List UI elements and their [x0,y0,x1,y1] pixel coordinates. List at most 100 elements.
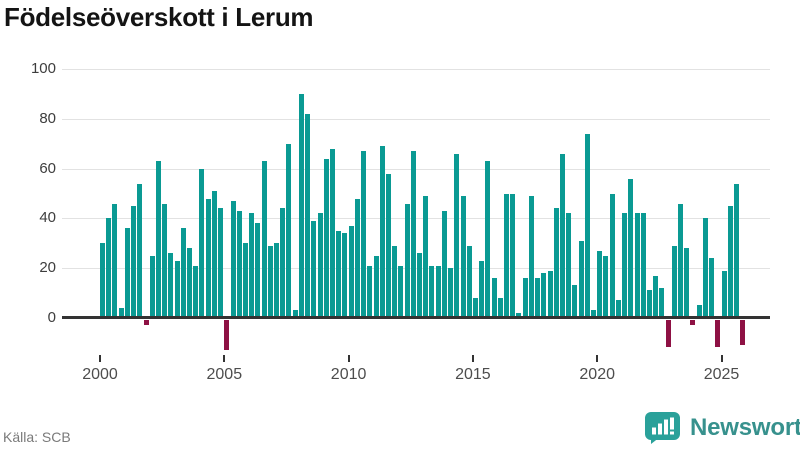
bar [466,245,472,318]
x-axis-label-2025: 2025 [703,366,740,383]
bar [118,307,124,318]
bar [367,265,373,318]
bar [255,223,261,318]
gridline-y-40 [62,218,770,220]
bar [168,253,174,318]
bar [224,320,230,350]
x-axis-tick-2010 [347,355,350,362]
bar [678,203,683,318]
source-label: Källa: SCB [3,429,71,445]
bar [715,320,721,348]
bar [671,245,677,318]
bar [342,233,348,318]
bar [404,203,410,318]
y-axis-label-80: 80 [39,110,56,127]
bar [323,158,329,318]
gridline-y-60 [62,168,770,170]
bar [497,297,503,318]
x-axis-label-2000: 2000 [82,366,118,383]
y-axis-label-60: 60 [39,159,56,177]
bar [218,208,224,318]
bar [398,265,404,318]
bar [242,243,248,318]
bar [311,220,317,318]
bar [684,248,690,318]
bar [149,255,155,318]
gridline-y-20 [62,268,770,269]
bar [603,255,609,318]
bar [727,205,733,318]
bar [553,208,559,318]
bar [187,248,192,318]
bar [317,213,323,318]
bar [485,161,491,318]
bar [131,205,137,318]
y-axis-label-20: 20 [39,259,56,276]
bar [205,198,211,318]
bar [659,287,665,318]
newsworthy-wordmark: Newsworthy [690,413,800,441]
bar [640,213,646,318]
bar [572,285,578,318]
bar [504,193,509,318]
bar [646,290,652,318]
bar [155,161,161,318]
bar [510,193,516,318]
bar [516,312,522,318]
bar [193,265,199,318]
bar [628,178,634,318]
bar [740,320,746,345]
y-axis-label-100: 100 [30,60,56,78]
bar [615,300,621,318]
bar [236,210,242,318]
bar [690,320,696,326]
bar [591,310,596,318]
bar [211,191,217,318]
gridline-y-80 [62,119,770,120]
bar [709,258,715,318]
bar [286,143,292,318]
bar [162,203,168,318]
x-axis-tick-2000 [99,355,101,362]
newsworthy-icon [644,411,682,444]
gridline-y-100 [62,69,770,71]
y-axis-label-0: 0 [47,308,56,326]
bar [696,305,702,318]
bar [305,114,311,318]
bar [261,161,267,318]
x-axis-line [62,316,770,320]
bar [106,218,112,318]
bar [448,268,453,318]
bar [112,203,118,318]
bar [274,243,279,318]
bar [410,151,416,318]
bar [653,275,659,318]
bar [522,278,528,318]
bar [137,183,143,318]
bar [392,245,398,318]
bar [460,196,466,318]
bar [180,228,186,318]
x-axis-label-2010: 2010 [330,366,367,383]
bar [379,146,385,318]
bar [578,240,584,318]
x-axis-tick-2020 [596,355,599,362]
newsworthy-logo[interactable]: Newsworthy [644,411,800,444]
bar [423,196,429,318]
bar [441,210,447,318]
bar [230,201,236,318]
bar [547,270,553,318]
x-axis-tick-2015 [471,355,474,362]
bar [417,253,422,318]
bar [528,196,534,318]
bar [385,173,391,318]
bar [472,297,478,318]
bar [373,255,379,318]
bar [348,225,354,318]
bar [199,168,205,318]
bar [609,193,615,318]
bar [634,213,640,318]
chart-title: Födelseöverskott i Lerum [4,2,314,32]
bar [454,153,460,318]
